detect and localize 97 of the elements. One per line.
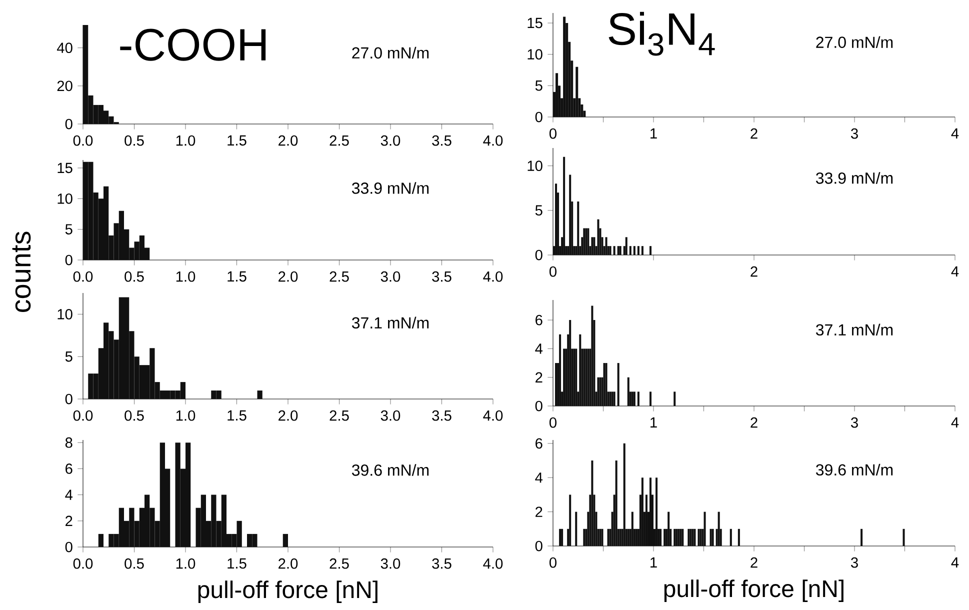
x-tick-label: 2.0 (278, 558, 298, 569)
x-tick-label: 0.0 (73, 410, 93, 421)
x-tick-label: 2.5 (330, 558, 349, 569)
x-tick-label: 2.5 (330, 271, 349, 282)
y-tick-label: 10 (528, 49, 542, 60)
x-tick-label: 2 (750, 128, 758, 139)
x-tick-label: 0.0 (73, 135, 93, 146)
x-tick-label: 3.5 (432, 558, 452, 569)
y-tick-label: 15 (528, 18, 542, 28)
x-tick-label: 3 (850, 557, 858, 568)
y-tick-label: 10 (528, 160, 542, 172)
x-tick-label: 2.0 (278, 135, 298, 146)
y-tick-label: 20 (57, 80, 72, 92)
x-tick-label: 3.5 (432, 135, 452, 146)
x-tick-label: 0.5 (124, 558, 144, 569)
x-tick-label: 3.5 (432, 271, 452, 282)
x-tick-label: 0 (549, 266, 556, 277)
x-tick-label: 0.0 (73, 558, 93, 569)
x-tick-label: 4.0 (483, 271, 503, 282)
annotation: 27.0 mN/m (352, 46, 429, 59)
y-tick-label: 0 (535, 112, 542, 122)
y-tick-label: 2 (66, 516, 72, 526)
annotation: 37.1 mN/m (352, 316, 429, 329)
y-tick-label: 4 (535, 344, 543, 354)
y-tick-label: 0 (535, 250, 542, 260)
y-tick-label: 0 (535, 540, 542, 552)
x-tick-label: 2 (750, 417, 758, 428)
x-tick-label: 4.0 (483, 135, 503, 146)
y-tick-label: 5 (535, 205, 542, 216)
y-tick-label: 4 (65, 490, 73, 500)
y-tick-label: 5 (65, 224, 72, 234)
y-tick-label: 4 (535, 472, 543, 483)
x-tick-label: 2 (750, 266, 758, 277)
y-tick-label: 8 (65, 437, 72, 448)
annotation: Si$_{3}$N$_{4}$ (608, 12, 715, 56)
x-tick-label: 2.5 (330, 410, 349, 421)
x-tick-label: 3.5 (432, 410, 452, 421)
annotation: -COOH (120, 28, 266, 61)
x-tick-label: 2.0 (278, 410, 298, 421)
annotation: 39.6 mN/m (816, 464, 893, 476)
annotation: 33.9 mN/m (816, 172, 893, 184)
x-axis-title: pull-off force [nN] (198, 580, 378, 603)
annotation: 37.1 mN/m (816, 324, 893, 336)
x-tick-label: 3 (850, 417, 858, 428)
x-tick-label: 3.0 (380, 271, 400, 282)
x-tick-label: 4 (951, 128, 959, 138)
y-tick-label: 6 (536, 438, 542, 449)
x-tick-label: 1.0 (176, 410, 196, 421)
y-axis-title: counts (12, 232, 31, 312)
y-tick-label: 10 (58, 309, 72, 320)
annotation: 27.0 mN/m (816, 36, 893, 48)
x-tick-label: 0 (549, 417, 556, 428)
x-tick-label: 3.0 (380, 410, 400, 421)
x-tick-label: 4 (951, 557, 959, 568)
x-tick-label: 1.0 (176, 558, 196, 569)
y-tick-label: 0 (65, 118, 72, 130)
x-tick-label: 1.5 (228, 410, 246, 421)
y-tick-label: 6 (66, 464, 72, 474)
y-tick-label: 0 (65, 394, 72, 404)
x-tick-label: 0 (549, 557, 556, 568)
y-tick-label: 5 (65, 351, 72, 362)
x-tick-label: 1 (650, 557, 657, 568)
x-axis-title: pull-off force [nN] (664, 580, 844, 602)
y-tick-label: 0 (65, 542, 72, 552)
y-tick-label: 2 (536, 506, 542, 517)
x-tick-label: 3 (850, 128, 858, 139)
x-tick-label: 4 (951, 417, 959, 428)
x-tick-label: 0.5 (124, 410, 144, 421)
y-tick-label: 10 (58, 193, 72, 204)
annotation: 33.9 mN/m (352, 182, 429, 194)
y-tick-label: 0 (535, 400, 542, 412)
x-tick-label: 3.0 (380, 135, 400, 146)
x-tick-label: 1.0 (176, 271, 196, 282)
x-tick-label: 1.5 (228, 558, 246, 569)
x-tick-label: 4.0 (483, 558, 503, 569)
x-tick-label: 2.5 (330, 135, 349, 146)
y-tick-label: 6 (536, 314, 542, 326)
y-tick-label: 15 (58, 162, 72, 174)
x-tick-label: 1 (650, 417, 657, 428)
x-tick-label: 0.0 (73, 271, 93, 282)
x-tick-label: 3.0 (380, 558, 400, 569)
x-tick-label: 1.5 (228, 271, 246, 282)
y-tick-label: 40 (56, 42, 72, 54)
y-tick-label: 0 (65, 254, 72, 266)
x-tick-label: 4 (951, 266, 959, 276)
x-tick-label: 0 (549, 128, 556, 139)
x-tick-label: 2 (750, 557, 758, 568)
x-tick-label: 4.0 (483, 410, 503, 421)
x-tick-label: 1.0 (176, 135, 196, 146)
x-tick-label: 1 (650, 128, 657, 138)
x-tick-label: 0.5 (124, 135, 144, 146)
y-tick-label: 5 (535, 80, 542, 91)
x-tick-label: 0.5 (124, 271, 144, 282)
x-tick-label: 1.5 (228, 135, 246, 146)
annotation: 39.6 mN/m (352, 464, 429, 476)
x-tick-label: 2.0 (278, 271, 298, 282)
y-tick-label: 2 (536, 372, 542, 382)
